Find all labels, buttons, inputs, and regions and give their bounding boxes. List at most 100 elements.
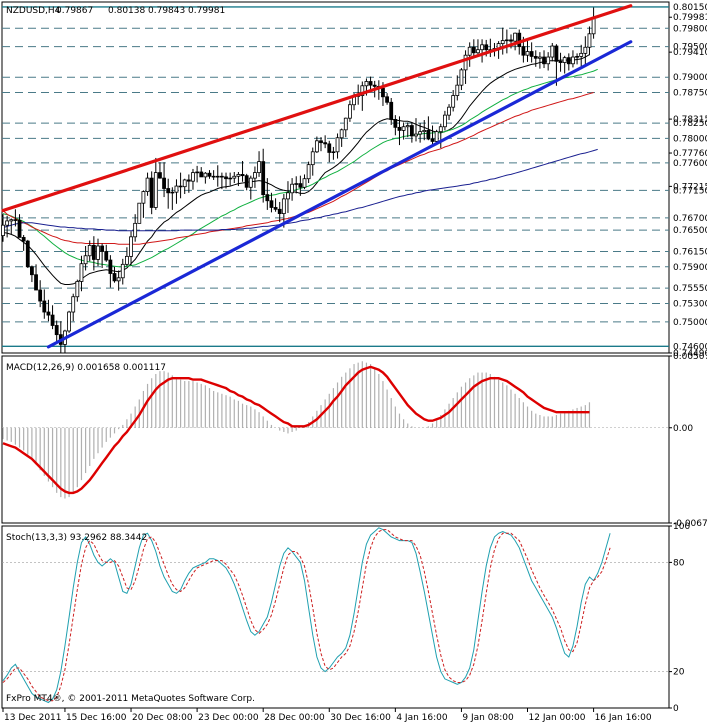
- price-level-label: 0.78750: [673, 89, 707, 99]
- candle-body: [385, 96, 389, 103]
- candle: [525, 39, 530, 62]
- candle-body: [504, 39, 509, 42]
- candle: [455, 75, 460, 101]
- price-level-label: 0.75300: [673, 299, 707, 309]
- candle-body: [455, 84, 460, 96]
- candle: [571, 50, 575, 68]
- candle-body: [302, 178, 307, 188]
- stochastic-pane: 100 80 20 0 Stoch(13,3,3) 93.2962 88.3442 F…: [1, 522, 690, 714]
- candle-body: [451, 95, 456, 108]
- candle-body: [182, 179, 187, 188]
- candle-body: [195, 171, 200, 174]
- candle-body: [381, 87, 385, 98]
- candle-body: [232, 175, 237, 179]
- candle-body: [79, 263, 84, 282]
- candle-body: [467, 46, 472, 56]
- candle: [290, 178, 295, 201]
- candle: [418, 123, 423, 143]
- candle-body: [112, 273, 117, 282]
- candle: [513, 32, 518, 51]
- candle-body: [215, 175, 220, 178]
- candle: [306, 161, 311, 184]
- macd-scale: 0.00507 0.00 -0.00673: [669, 352, 707, 529]
- candle-body: [447, 106, 451, 116]
- price-pane-symbol: NZDUSD,H4: [6, 6, 61, 16]
- price-scale-label: 0.77215: [673, 182, 707, 192]
- candle: [401, 122, 406, 140]
- candle: [385, 93, 389, 105]
- candle: [430, 125, 435, 146]
- price-level-label: 0.75900: [673, 263, 707, 273]
- candle-body: [42, 300, 47, 313]
- price-pane-close-value: 0.79981: [188, 6, 225, 16]
- candle-body: [422, 130, 427, 133]
- macd-scale-label: 0.00: [673, 424, 693, 434]
- candle-body: [30, 266, 34, 276]
- macd-scale-label: 0.00507: [673, 352, 707, 362]
- candle-body: [418, 131, 423, 135]
- macd-signal-line: [2, 365, 590, 495]
- candle-body: [286, 192, 290, 200]
- candle: [314, 136, 319, 154]
- time-axis-label: 28 Dec 00:00: [264, 713, 325, 723]
- candle-body: [480, 44, 484, 51]
- candle-body: [207, 172, 212, 177]
- candle-body: [335, 137, 340, 153]
- candle: [310, 147, 315, 176]
- trend-channel: [1, 4, 633, 349]
- candle: [79, 255, 84, 292]
- candle-body: [368, 81, 373, 86]
- candle-body: [219, 175, 224, 178]
- time-axis: 13 Dec 2011 15 Dec 16:00 20 Dec 08:00 23 De…: [2, 708, 652, 723]
- candle: [277, 201, 282, 223]
- candle-body: [203, 172, 208, 178]
- candle-body: [525, 51, 530, 56]
- candle-body: [430, 138, 435, 142]
- candle: [579, 44, 584, 67]
- candle: [397, 116, 402, 146]
- candle: [100, 243, 105, 269]
- candle: [558, 52, 563, 72]
- candle: [467, 42, 472, 67]
- candle: [550, 42, 555, 62]
- candle-body: [153, 172, 158, 208]
- candles: [1, 7, 596, 353]
- candle: [500, 27, 505, 55]
- candle: [199, 167, 204, 178]
- price-level-label: 0.76500: [673, 226, 707, 236]
- candle-body: [17, 219, 22, 238]
- candle-body: [554, 45, 559, 62]
- candle: [145, 172, 150, 196]
- candle: [253, 166, 257, 188]
- candle-body: [34, 274, 38, 291]
- candle: [422, 120, 427, 141]
- price-scale-label: 0.74490: [673, 349, 707, 359]
- candle-body: [257, 161, 261, 174]
- candle: [476, 39, 480, 57]
- candle-body: [9, 219, 14, 222]
- price-level-label: 0.79800: [673, 24, 707, 34]
- price-scale-label: 0.79981: [673, 13, 707, 23]
- candle: [471, 39, 476, 56]
- candle-body: [372, 84, 377, 87]
- candle: [34, 264, 38, 291]
- stochastic-levels: [2, 562, 669, 672]
- candle-body: [546, 56, 551, 65]
- candle: [554, 44, 559, 86]
- candle: [575, 53, 579, 65]
- candle: [566, 53, 571, 71]
- candle-body: [174, 185, 179, 193]
- candle: [71, 293, 76, 322]
- candle-body: [211, 175, 216, 178]
- candle-body: [248, 177, 253, 188]
- price-level-label: 0.79000: [673, 73, 707, 83]
- price-scale: 0.80150 0.79800 0.79500 0.79000 0.78750 0.782…: [669, 3, 707, 359]
- candle: [327, 140, 332, 163]
- candle-body: [54, 325, 59, 336]
- candle-body: [327, 143, 332, 153]
- candle-body: [290, 183, 295, 194]
- candle-body: [67, 311, 71, 332]
- stochastic-scale-label: 100: [673, 522, 690, 532]
- stochastic-pane-border: [1, 525, 670, 709]
- candle-body: [533, 56, 538, 59]
